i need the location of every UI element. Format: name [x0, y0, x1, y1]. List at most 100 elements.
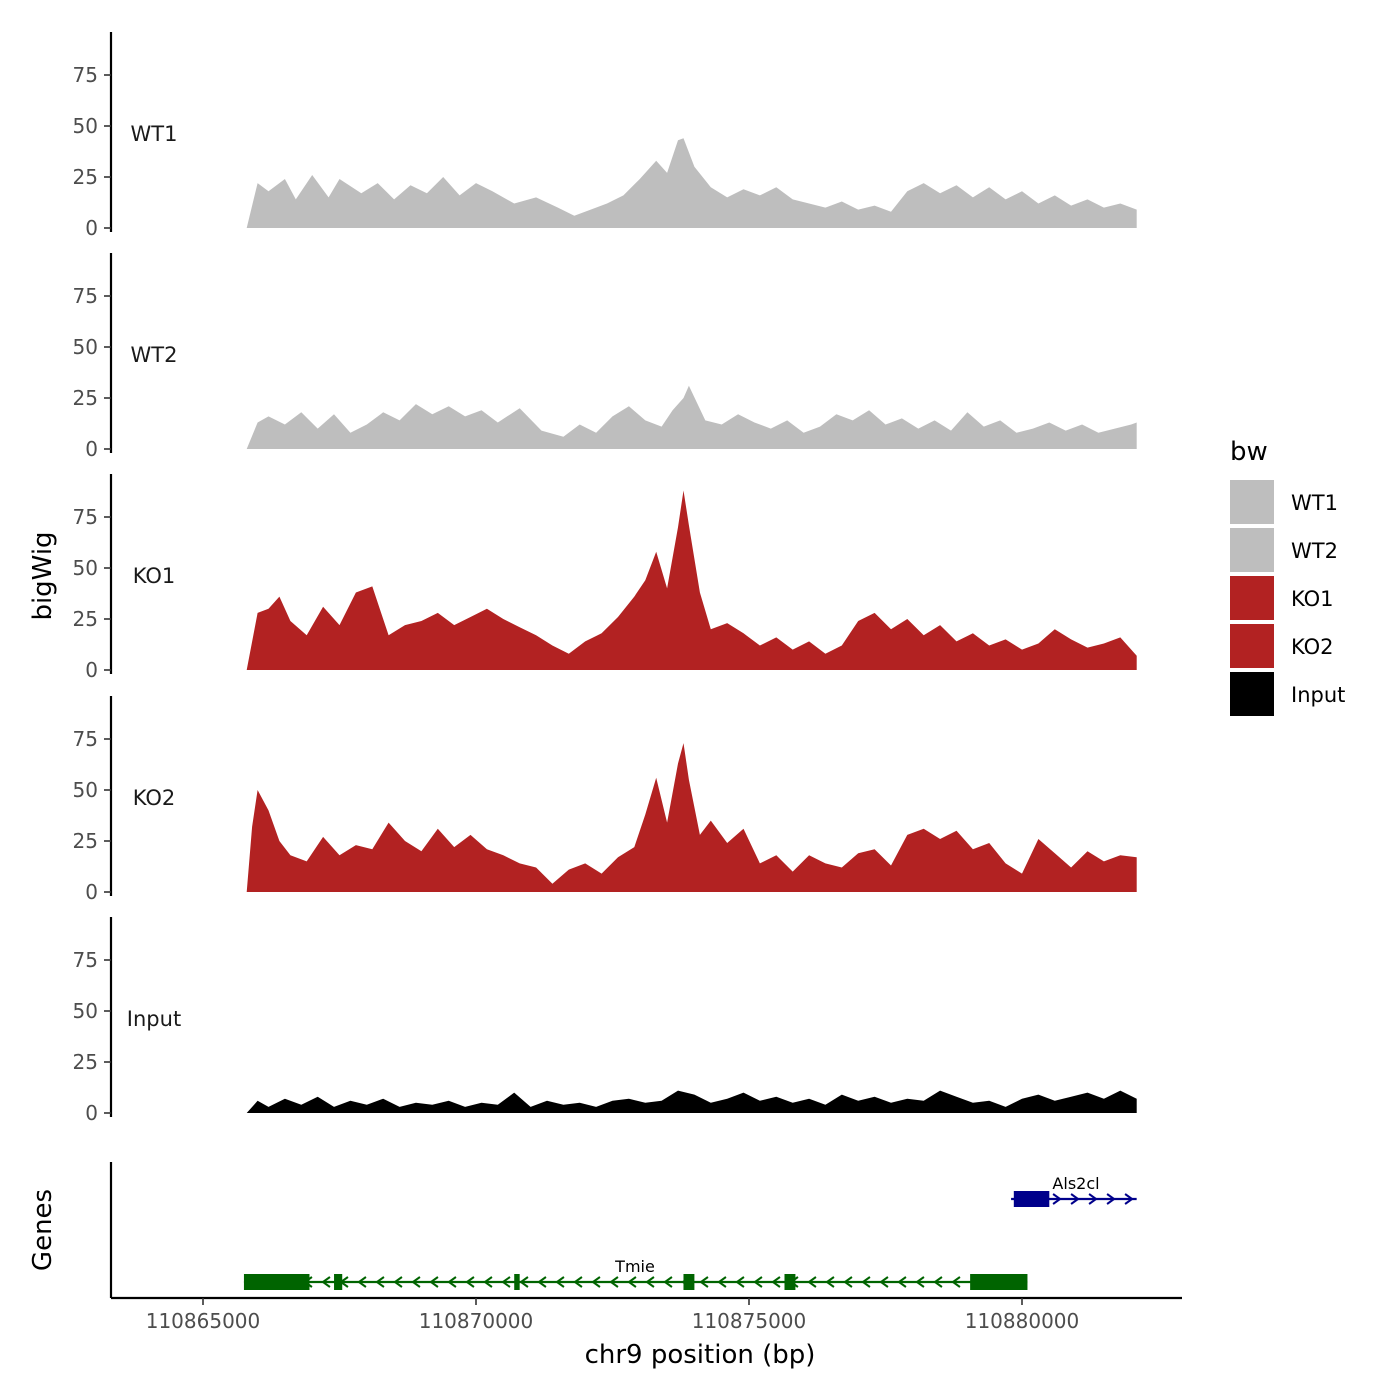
strand-arrow	[573, 1276, 583, 1288]
strand-arrow	[465, 1276, 475, 1288]
track-label: Input	[127, 1007, 181, 1031]
strand-arrow	[411, 1276, 421, 1288]
strand-arrow	[447, 1276, 457, 1288]
legend-label: KO1	[1291, 587, 1334, 611]
y-tick-label: 0	[85, 1101, 98, 1125]
strand-arrow	[357, 1276, 367, 1288]
track-panel-input: 0 25 50 75 Input	[73, 917, 1137, 1125]
legend-item-ko1: KO1	[1230, 576, 1334, 620]
coverage-area-ko2	[246, 743, 1137, 892]
y-axis-title: bigWig	[28, 531, 58, 620]
strand-arrow	[897, 1276, 907, 1288]
y-tick-label: 50	[73, 335, 98, 359]
y-tick-label: 25	[73, 165, 98, 189]
gene-exon	[970, 1274, 1028, 1290]
strand-arrow	[519, 1276, 529, 1288]
y-tick-label: 75	[73, 63, 98, 87]
gene-exon	[514, 1274, 520, 1290]
gene-exon	[784, 1274, 796, 1290]
strand-arrow	[807, 1276, 817, 1288]
legend-swatch	[1230, 576, 1274, 620]
strand-arrow	[609, 1276, 619, 1288]
track-panel-ko1: 0 25 50 75 KO1	[73, 474, 1137, 682]
strand-arrow	[1070, 1193, 1080, 1205]
strand-arrow	[591, 1276, 601, 1288]
y-tick-label: 75	[73, 727, 98, 751]
strand-arrow	[1088, 1193, 1098, 1205]
y-tick-label: 75	[73, 948, 98, 972]
legend-item-wt2: WT2	[1230, 528, 1338, 572]
x-tick-label: 110870000	[419, 1309, 534, 1333]
y-tick-label: 25	[73, 386, 98, 410]
gene-label: Tmie	[614, 1257, 655, 1276]
y-tick-label: 0	[85, 437, 98, 461]
track-panel-wt2: 0 25 50 75 WT2	[73, 253, 1137, 461]
strand-arrow	[699, 1276, 709, 1288]
y-tick-label: 25	[73, 607, 98, 631]
coverage-area-ko1	[246, 490, 1137, 670]
gene-exon	[683, 1274, 695, 1290]
y-tick-label: 0	[85, 880, 98, 904]
gene-label: Als2cl	[1052, 1174, 1099, 1193]
genes-panel: Tmie Als2cl	[109, 1162, 1137, 1298]
legend-item-ko2: KO2	[1230, 624, 1334, 668]
strand-arrow	[429, 1276, 439, 1288]
strand-arrow	[735, 1276, 745, 1288]
track-panel-wt1: 0 25 50 75 WT1	[73, 32, 1137, 240]
y-tick-label: 50	[73, 114, 98, 138]
legend-label: WT1	[1291, 491, 1338, 515]
coverage-area-wt2	[246, 385, 1137, 449]
gene-exon	[1013, 1191, 1050, 1207]
strand-arrow	[825, 1276, 835, 1288]
strand-arrow	[537, 1276, 547, 1288]
strand-arrow	[1106, 1193, 1116, 1205]
x-axis-title: chr9 position (bp)	[585, 1340, 816, 1370]
gene-tmie: Tmie	[243, 1257, 1028, 1290]
legend-label: WT2	[1291, 539, 1338, 563]
y-tick-label: 0	[85, 216, 98, 240]
x-tick-label: 110880000	[965, 1309, 1080, 1333]
strand-arrow	[645, 1276, 655, 1288]
track-label: KO2	[133, 786, 176, 810]
x-tick-label: 110875000	[692, 1309, 807, 1333]
strand-arrow	[393, 1276, 403, 1288]
y-tick-label: 75	[73, 284, 98, 308]
strand-arrow	[501, 1276, 511, 1288]
strand-arrow	[933, 1276, 943, 1288]
y-tick-label: 75	[73, 505, 98, 529]
strand-arrow	[771, 1276, 781, 1288]
coverage-area-input	[246, 1090, 1137, 1113]
y-tick-label: 50	[73, 778, 98, 802]
gene-exon	[243, 1274, 310, 1290]
strand-arrow	[879, 1276, 889, 1288]
strand-arrow	[483, 1276, 493, 1288]
y-tick-label: 25	[73, 829, 98, 853]
strand-arrow	[1124, 1193, 1134, 1205]
strand-arrow	[627, 1276, 637, 1288]
strand-arrow	[717, 1276, 727, 1288]
strand-arrow	[843, 1276, 853, 1288]
legend-swatch	[1230, 480, 1274, 524]
strand-arrow	[915, 1276, 925, 1288]
legend-swatch	[1230, 672, 1274, 716]
legend-title: bw	[1230, 437, 1268, 467]
legend-item-wt1: WT1	[1230, 480, 1338, 524]
gene-exon	[334, 1274, 343, 1290]
y-tick-label: 50	[73, 556, 98, 580]
y-tick-label: 50	[73, 999, 98, 1023]
strand-arrow	[321, 1276, 331, 1288]
tracks-layer: 0 25 50 75 WT1 0 25 50 75 WT2 0 25 50 75 KO1 0 25 50 75 KO2…	[73, 32, 1137, 1125]
x-tick-label: 110865000	[146, 1309, 261, 1333]
track-panel-ko2: 0 25 50 75 KO2	[73, 696, 1137, 904]
track-label: WT2	[131, 343, 178, 367]
track-label: KO1	[133, 564, 176, 588]
legend-swatch	[1230, 528, 1274, 572]
y-tick-label: 25	[73, 1050, 98, 1074]
strand-arrow	[555, 1276, 565, 1288]
track-label: WT1	[131, 122, 178, 146]
strand-arrow	[375, 1276, 385, 1288]
legend-label: KO2	[1291, 635, 1334, 659]
strand-arrow	[1052, 1193, 1062, 1205]
coverage-area-wt1	[246, 138, 1137, 228]
